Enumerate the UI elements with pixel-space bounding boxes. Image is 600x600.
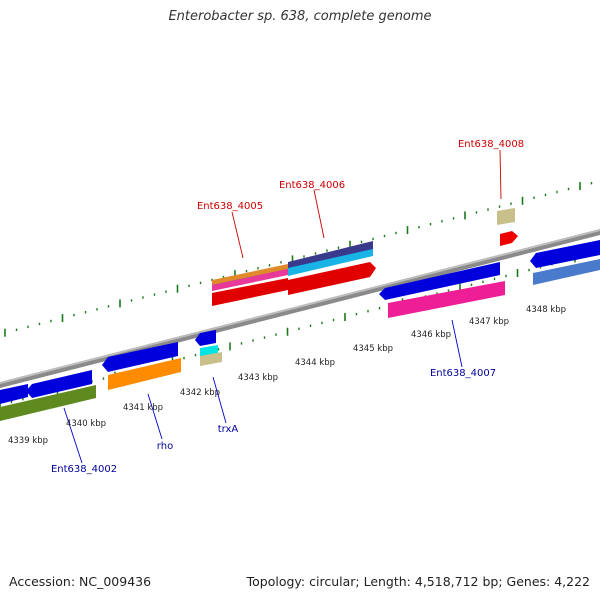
scale-tick-label: 4343 kbp: [238, 373, 278, 383]
map-title: Enterobacter sp. 638, complete genome: [168, 9, 432, 24]
gene-feature[interactable]: [533, 259, 600, 285]
gene-label-ent638-4002[interactable]: Ent638_4002: [51, 464, 117, 475]
gene-feature[interactable]: [0, 385, 96, 421]
gene-feature[interactable]: [212, 264, 288, 285]
gene-feature[interactable]: [195, 330, 216, 346]
scale-tick-label: 4341 kbp: [123, 403, 163, 413]
accession-text: Accession: NC_009436: [9, 574, 152, 589]
scale-tick-label: 4340 kbp: [66, 419, 106, 429]
scale-tick-label: 4345 kbp: [353, 344, 393, 354]
gene-feature[interactable]: [379, 262, 500, 300]
gene-feature[interactable]: [0, 384, 28, 404]
gene-feature[interactable]: [212, 278, 288, 306]
gene-feature[interactable]: [108, 358, 181, 390]
scale-tick-label: 4347 kbp: [469, 317, 509, 327]
scale-tick-label: 4339 kbp: [8, 436, 48, 446]
scale-labels: 4339 kbp 4340 kbp 4341 kbp 4342 kbp 4343 kbp…: [8, 305, 566, 446]
reverse-strand-genes: [212, 208, 600, 318]
label-leader-lines: [63, 149, 502, 464]
gene-feature[interactable]: [288, 241, 373, 270]
gene-labels: Ent638_4008 Ent638_4006 Ent638_4005 Ent6…: [51, 139, 524, 475]
gene-feature[interactable]: [530, 240, 600, 268]
inner-tick-row: [0, 251, 599, 409]
gene-label-ent638-4005[interactable]: Ent638_4005: [197, 201, 263, 212]
gene-feature[interactable]: [102, 342, 178, 372]
scale-tick-label: 4342 kbp: [180, 388, 220, 398]
gene-label-rho[interactable]: rho: [157, 441, 173, 452]
gene-feature[interactable]: [288, 249, 373, 276]
gene-feature[interactable]: [500, 231, 518, 246]
scale-tick-label: 4348 kbp: [526, 305, 566, 315]
scale-tick-label: 4344 kbp: [295, 358, 335, 368]
gene-feature[interactable]: [200, 352, 222, 366]
genome-summary: Topology: circular; Length: 4,518,712 bp…: [246, 574, 590, 589]
gene-label-ent638-4008[interactable]: Ent638_4008: [458, 139, 524, 150]
gene-label-ent638-4007[interactable]: Ent638_4007: [430, 368, 496, 379]
scale-tick-label: 4346 kbp: [411, 330, 451, 340]
gene-feature[interactable]: [212, 269, 288, 291]
outer-tick-row: [4, 182, 593, 337]
gene-feature[interactable]: [388, 281, 505, 318]
gene-feature[interactable]: [497, 208, 515, 225]
forward-strand-genes: [0, 330, 222, 421]
gene-feature[interactable]: [288, 262, 376, 295]
gene-label-trxa[interactable]: trxA: [218, 424, 239, 435]
gene-feature[interactable]: [26, 370, 92, 398]
gene-label-ent638-4006[interactable]: Ent638_4006: [279, 180, 345, 191]
